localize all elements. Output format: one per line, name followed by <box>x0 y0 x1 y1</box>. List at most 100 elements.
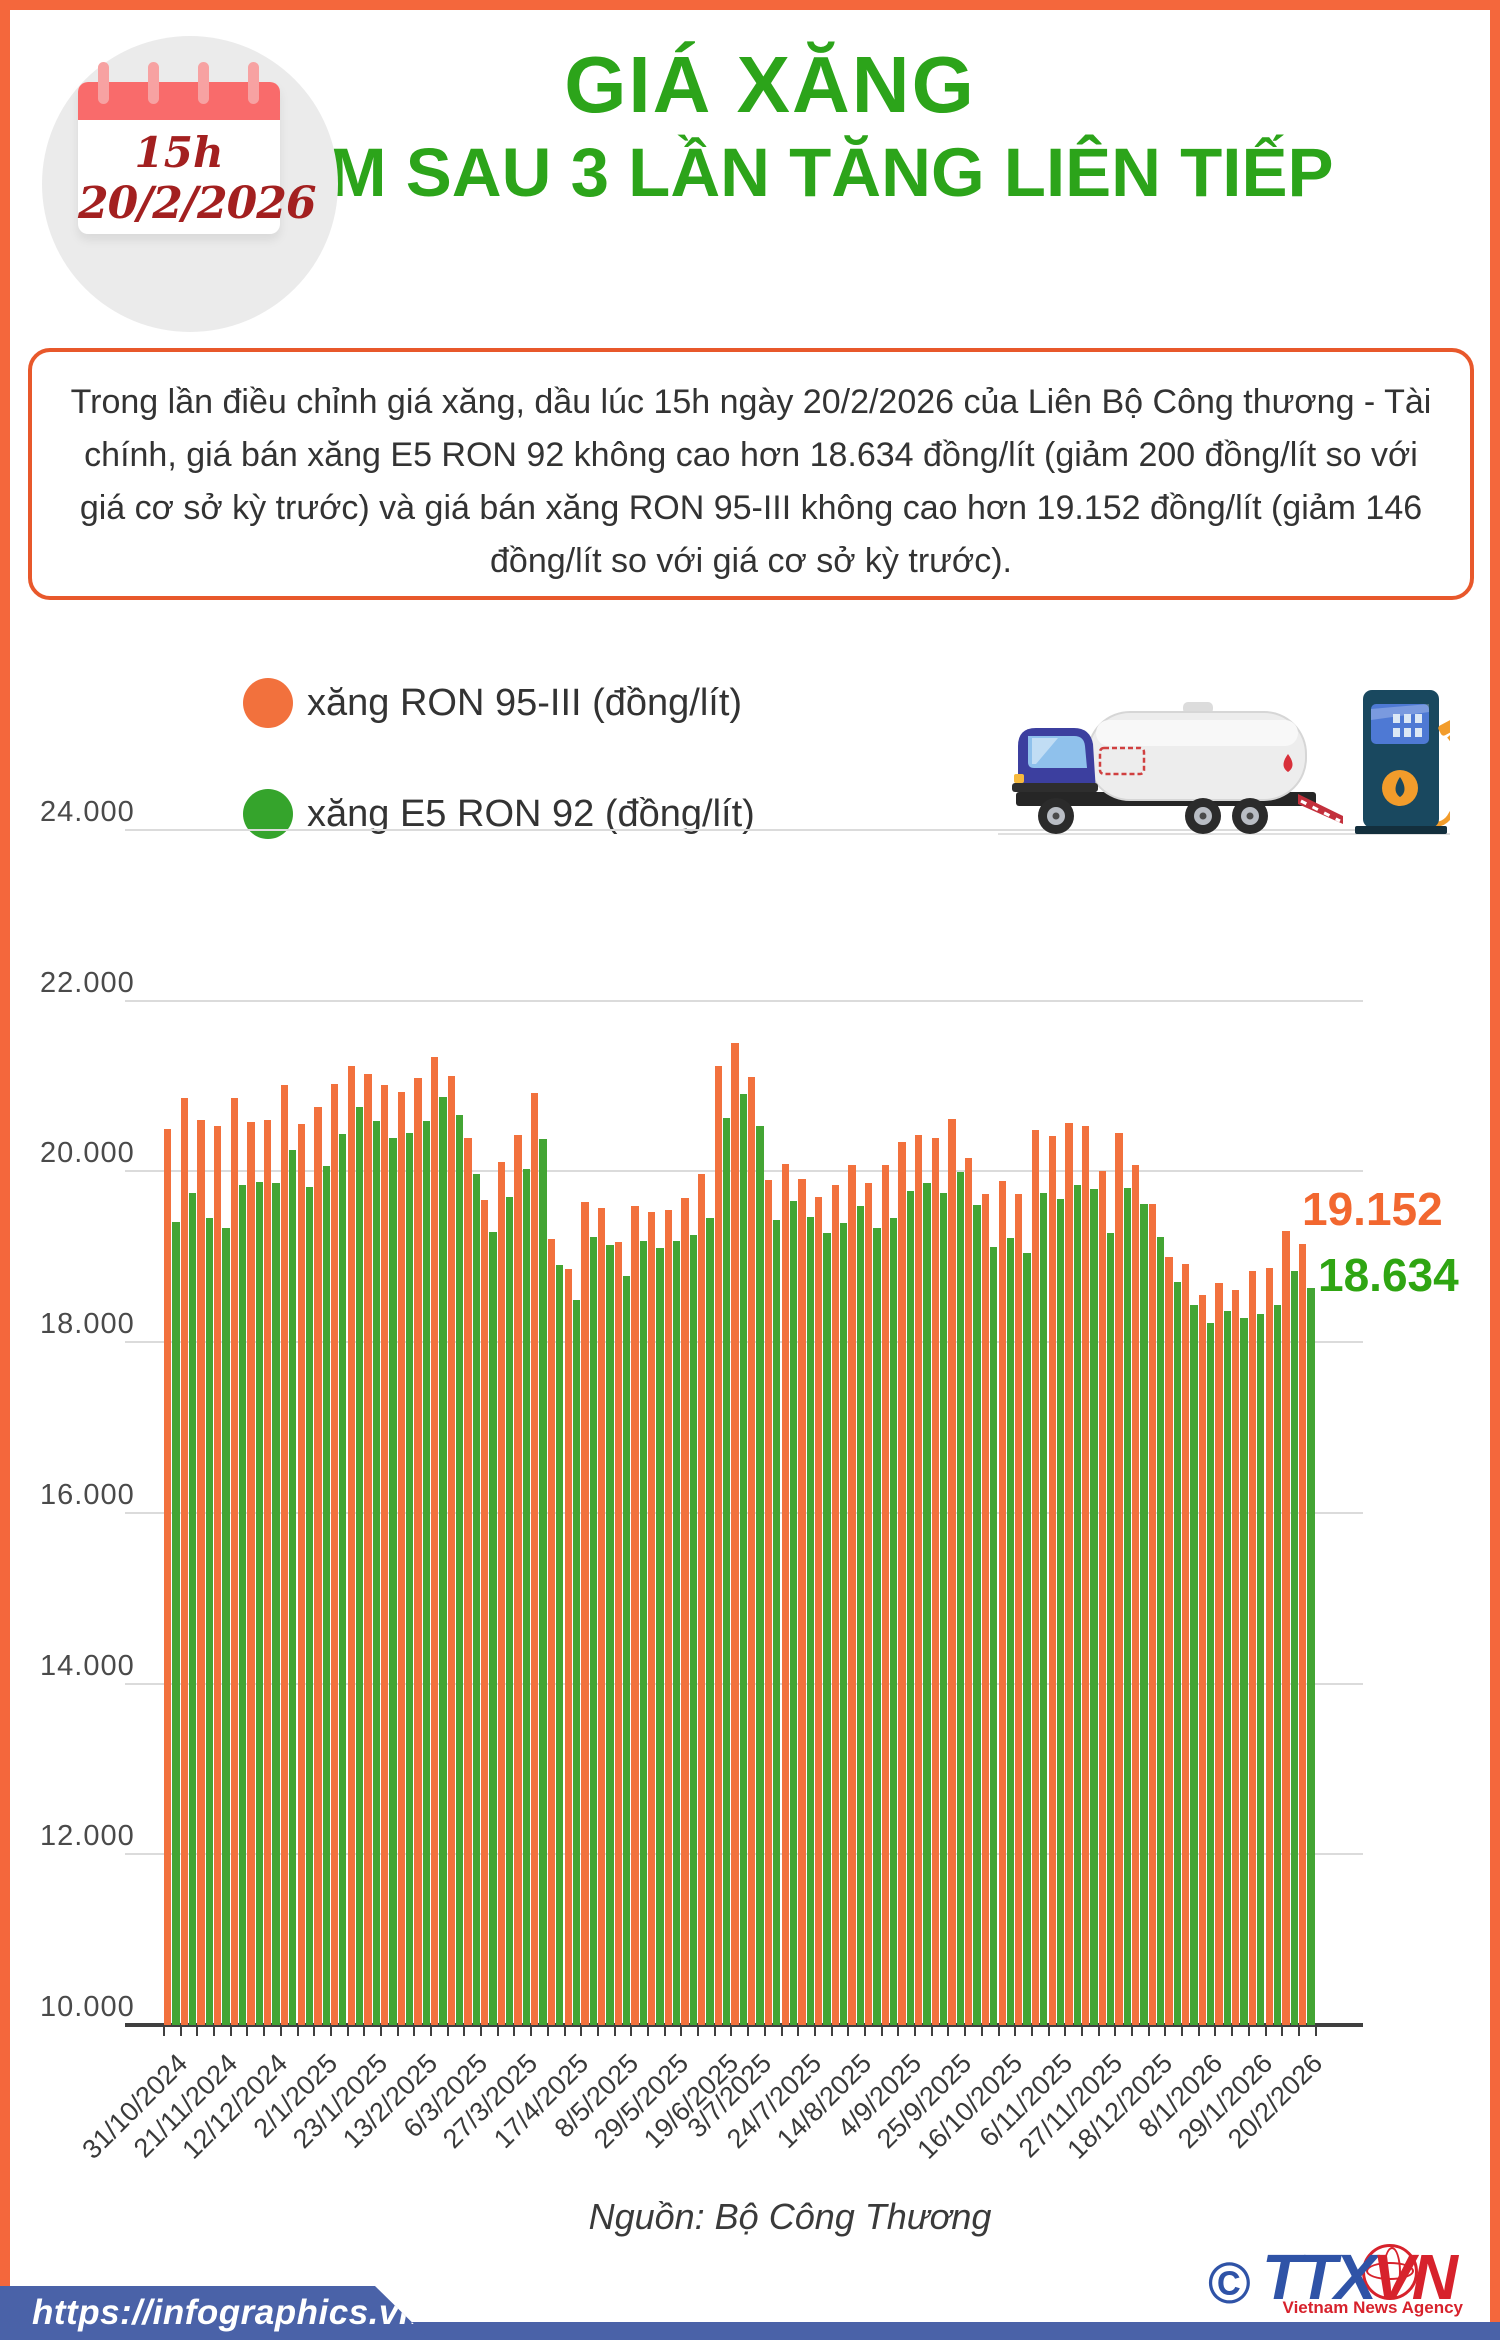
x-tick <box>480 2027 483 2036</box>
bar-e5 <box>1207 1323 1215 2025</box>
bar-e5 <box>355 1106 364 2025</box>
bar-ron95 <box>280 1085 289 2025</box>
bar-e5 <box>1223 1311 1232 2025</box>
x-tick <box>1297 2027 1300 2036</box>
bar-e5 <box>889 1218 898 2025</box>
bar-e5 <box>172 1221 180 2025</box>
bar-e5 <box>272 1182 280 2025</box>
x-tick <box>263 2027 266 2036</box>
bar-e5 <box>606 1244 614 2025</box>
bar-e5 <box>673 1240 681 2025</box>
y-tick-label: 16.000 <box>40 1478 135 1511</box>
x-tick <box>313 2027 316 2036</box>
calendar-pin-icon <box>248 62 259 104</box>
bar-e5 <box>339 1133 347 2025</box>
bar-ron95 <box>514 1134 522 2025</box>
x-tick <box>363 2027 366 2036</box>
x-tick <box>179 2027 182 2036</box>
summary-text: Trong lần điều chỉnh giá xăng, dầu lúc 1… <box>70 383 1432 580</box>
bar-ron95 <box>898 1141 906 2025</box>
x-tick <box>1030 2027 1033 2036</box>
bar-e5 <box>1090 1189 1098 2025</box>
calendar-icon: 15h 20/2/2026 <box>42 36 338 332</box>
x-tick <box>246 2027 249 2036</box>
x-tick <box>630 2027 633 2036</box>
y-tick-label: 24.000 <box>40 796 135 828</box>
bar-ron95 <box>981 1194 990 2025</box>
x-tick <box>847 2027 850 2036</box>
x-tick <box>747 2027 750 2036</box>
copyright-icon: © <box>1208 2251 1251 2316</box>
bar-e5 <box>906 1191 914 2025</box>
x-tick <box>663 2027 666 2036</box>
bar-ron95 <box>481 1200 489 2025</box>
bar-ron95 <box>1015 1194 1023 2025</box>
y-tick-label: 18.000 <box>40 1308 135 1341</box>
bar-ron95 <box>848 1165 856 2025</box>
fuel-pump-icon <box>1355 690 1450 834</box>
vehicles-illustration <box>998 690 1450 835</box>
bar-ron95 <box>1132 1164 1140 2025</box>
bar-ron95 <box>864 1182 873 2025</box>
x-tick <box>413 2027 416 2036</box>
bar-ron95 <box>1282 1231 1290 2025</box>
x-tick <box>880 2027 883 2036</box>
legend-dot-ron95 <box>243 678 293 728</box>
x-tick <box>546 2027 549 2036</box>
x-tick <box>396 2027 399 2036</box>
x-tick <box>1164 2027 1167 2036</box>
x-tick <box>1080 2027 1083 2036</box>
bar-e5 <box>873 1227 881 2025</box>
bar-e5 <box>839 1223 848 2025</box>
bar-ron95 <box>798 1179 806 2025</box>
bar-ron95 <box>931 1138 940 2025</box>
bar-ron95 <box>915 1134 923 2025</box>
bar-ron95 <box>881 1164 889 2025</box>
x-tick <box>1181 2027 1184 2036</box>
x-tick <box>163 2027 165 2036</box>
bar-e5 <box>1006 1238 1015 2025</box>
bar-e5 <box>1140 1203 1148 2025</box>
bar-ron95 <box>497 1162 506 2025</box>
x-tick <box>229 2027 232 2036</box>
calendar-pin-icon <box>148 62 159 104</box>
x-tick <box>797 2027 800 2036</box>
x-tick <box>914 2027 917 2036</box>
ttxvn-logo-subtitle: Vietnam News Agency <box>1282 2298 1463 2317</box>
bar-ron95 <box>648 1212 656 2025</box>
bar-ron95 <box>664 1209 672 2025</box>
x-tick <box>713 2027 716 2036</box>
bar-e5 <box>422 1121 430 2025</box>
bar-e5 <box>239 1185 247 2025</box>
bar-e5 <box>739 1093 748 2025</box>
x-tick <box>997 2027 1000 2036</box>
bar-ron95 <box>1198 1295 1207 2025</box>
bar-ron95 <box>1265 1267 1273 2025</box>
ttxvn-logo-ttx: TTX <box>1262 2241 1377 2313</box>
bar-e5 <box>506 1197 514 2025</box>
bar-ron95 <box>264 1120 272 2025</box>
bar-ron95 <box>1165 1256 1173 2025</box>
y-tick-label: 12.000 <box>40 1820 135 1853</box>
y-tick-label: 22.000 <box>40 966 135 999</box>
bar-e5 <box>973 1204 981 2025</box>
infographics-url-link[interactable]: https://infographics.vn <box>32 2293 421 2332</box>
bar-e5 <box>389 1138 397 2025</box>
bar-e5 <box>756 1126 764 2025</box>
x-tick <box>813 2027 816 2036</box>
bar-ron95 <box>1248 1271 1257 2025</box>
bar-ron95 <box>581 1202 589 2025</box>
bar-ron95 <box>364 1074 372 2025</box>
bar-e5 <box>1173 1282 1181 2025</box>
bar-e5 <box>205 1218 213 2025</box>
bar-ron95 <box>764 1179 773 2025</box>
bar-e5 <box>572 1299 581 2025</box>
bar-ron95 <box>698 1173 706 2025</box>
x-tick <box>213 2027 216 2036</box>
x-tick <box>446 2027 449 2036</box>
x-tick <box>680 2027 683 2036</box>
bar-ron95 <box>731 1043 739 2025</box>
bar-ron95 <box>831 1185 839 2025</box>
